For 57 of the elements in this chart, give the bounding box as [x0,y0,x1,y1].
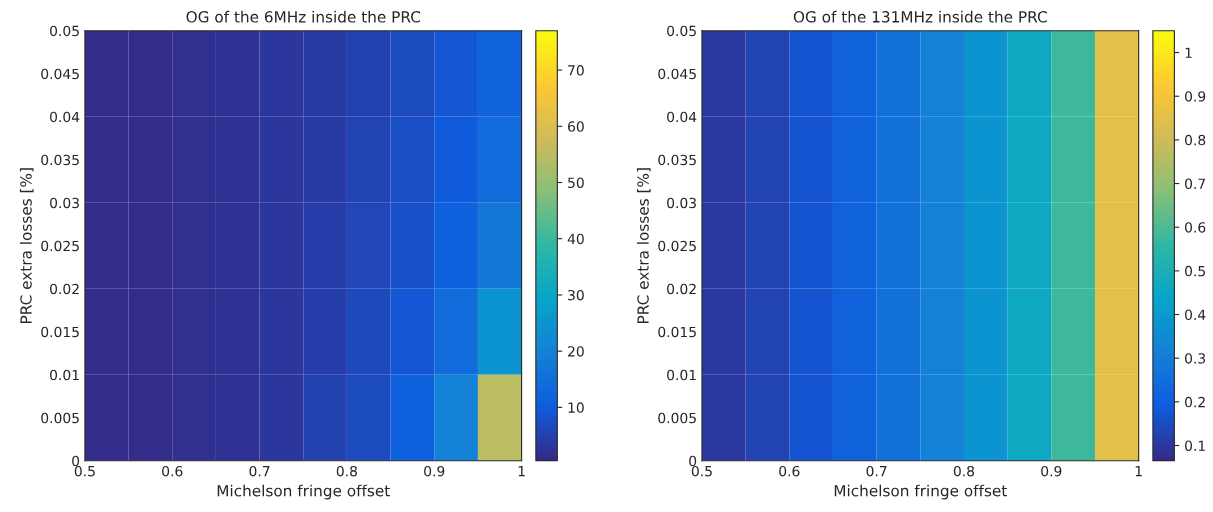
y-tick-label: 0 [689,455,697,467]
y-tick-label: 0.01 [50,369,79,381]
x-tick-label: 0.9 [1041,465,1062,477]
y-tick-label: 0.035 [41,154,79,166]
color-bar-label: 70 [568,65,584,76]
y-tick-label: 0.035 [658,154,696,166]
y-tick-label: 0.03 [50,197,79,209]
chart-title: OG of the 6MHz inside the PRC [186,10,421,23]
color-bar-label: 0.1 [1185,440,1205,451]
x-tick-label: 0.6 [162,465,183,477]
x-tick-label: 0.7 [866,465,887,477]
x-tick-label: 0.8 [953,465,975,477]
y-tick-label: 0.05 [667,25,696,37]
color-bar-label: 0.3 [1185,353,1206,364]
y-tick-label: 0.03 [667,197,696,209]
y-tick-label: 0.015 [658,326,696,338]
color-bar-label: 20 [568,346,584,357]
x-tick-label: 0.8 [336,465,358,477]
y-tick-label: 0.04 [50,111,80,123]
y-tick-label: 0.005 [41,412,79,424]
color-bar-label: 0.4 [1185,309,1206,320]
color-bar-label: 10 [568,402,584,413]
color-bar-label: 0.7 [1185,178,1205,190]
chart-title: OG of the 131MHz inside the PRC [793,10,1047,23]
x-tick-label: 0.7 [249,465,270,477]
y-tick-label: 0.01 [667,369,696,381]
x-tick-label: 0.5 [74,465,95,477]
y-tick-label: 0 [72,455,80,467]
y-tick-label: 0.05 [50,25,79,37]
x-tick-label: 0.6 [779,465,800,477]
color-bar-label: 0.2 [1185,396,1205,408]
x-tick-label: 1 [518,466,525,477]
color-bar-label: 30 [568,289,584,301]
color-bar-label: 0.5 [1185,265,1205,277]
color-bar-label: 40 [567,233,584,245]
y-tick-label: 0.045 [658,68,696,80]
y-tick-label: 0.025 [658,240,696,252]
color-bar-label: 0.9 [1185,91,1206,102]
y-tick-label: 0.005 [658,412,696,424]
color-bar-label: 0.6 [1185,222,1206,233]
x-axis-title: Michelson fringe offset [217,484,390,500]
y-tick-label: 0.02 [50,283,79,295]
color-bar-label: 0.8 [1185,134,1206,146]
y-tick-label: 0.045 [41,68,79,80]
x-axis-title: Michelson fringe offset [834,484,1007,500]
color-bar-label: 60 [568,121,584,132]
y-tick-label: 0.02 [667,283,696,295]
y-axis-title: PRC extra losses [%] [636,168,651,323]
color-bar-label: 50 [568,177,584,188]
y-tick-label: 0.04 [667,111,697,123]
y-tick-label: 0.025 [41,240,79,252]
color-bar-label: 1 [1185,47,1192,58]
x-tick-label: 1 [1135,466,1142,477]
y-tick-label: 0.015 [41,326,79,338]
y-axis-title: PRC extra losses [%] [19,168,34,323]
x-tick-label: 0.5 [691,465,712,477]
x-tick-label: 0.9 [424,465,445,477]
